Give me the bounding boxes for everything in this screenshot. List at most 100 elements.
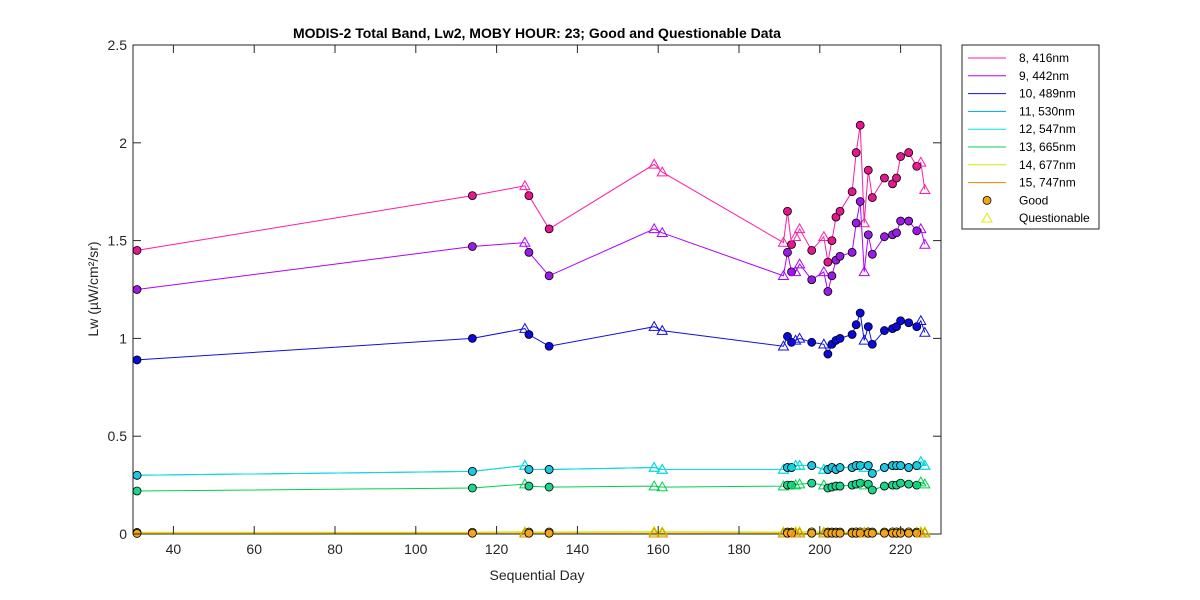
good-point — [867, 193, 877, 202]
questionable-point — [918, 459, 931, 470]
good-point — [867, 339, 877, 349]
good-point — [544, 528, 554, 538]
legend-label: 8, 416nm — [1019, 51, 1069, 65]
y-tick-label: 2.5 — [108, 37, 128, 53]
good-point — [544, 271, 554, 281]
questionable-point — [918, 238, 931, 249]
questionable-point — [793, 258, 806, 269]
legend-label: Questionable — [1019, 211, 1090, 225]
good-point — [807, 478, 817, 488]
good-point — [467, 528, 477, 538]
good-point — [896, 461, 905, 470]
good-point — [787, 240, 796, 249]
good-point — [904, 318, 914, 328]
questionable-point — [789, 230, 802, 241]
good-point — [544, 341, 554, 351]
questionable-point — [777, 269, 790, 281]
questionable-point — [648, 158, 661, 169]
series-layer — [132, 120, 931, 538]
x-tick-label: 160 — [647, 541, 671, 557]
questionable-point — [648, 525, 661, 536]
good-point — [524, 528, 534, 538]
good-point — [835, 481, 845, 491]
legend-questionable-marker — [981, 212, 993, 223]
good-point — [823, 257, 833, 267]
questionable-point — [648, 320, 661, 331]
good-point — [544, 465, 554, 474]
x-tick-label: 120 — [485, 541, 509, 557]
good-point — [132, 486, 142, 496]
good-point — [880, 232, 889, 242]
x-tick-label: 220 — [889, 541, 913, 557]
questionable-point — [817, 230, 830, 241]
legend-label: 13, 665nm — [1019, 140, 1076, 154]
legend-label: 11, 530nm — [1019, 104, 1075, 118]
questionable-point — [648, 480, 661, 491]
questionable-point — [656, 166, 669, 177]
y-axis-ticks: 0 0.5 1 1.5 2 2.5 — [108, 37, 941, 542]
good-point — [524, 330, 534, 339]
questionable-point — [648, 527, 661, 538]
questionable-point — [793, 478, 806, 489]
good-point — [904, 479, 914, 489]
good-point — [863, 230, 873, 240]
x-tick-label: 80 — [327, 541, 343, 557]
good-point — [835, 206, 845, 216]
questionable-point — [777, 340, 790, 351]
questionable-point — [519, 322, 531, 333]
x-tick-label: 140 — [566, 541, 590, 557]
good-point — [467, 467, 477, 476]
questionable-point — [793, 332, 806, 343]
good-point — [544, 224, 554, 234]
questionable-point — [918, 478, 931, 489]
good-point — [827, 271, 837, 281]
good-point — [880, 326, 889, 335]
questionable-point — [789, 334, 802, 345]
questionable-point — [519, 236, 531, 247]
good-point — [827, 236, 837, 246]
questionable-point — [656, 463, 669, 474]
questionable-point — [817, 265, 830, 277]
legend-items: 8, 416nm 9, 442nm 10, 489nm 11, 530nm 12, 54… — [968, 51, 1090, 225]
x-tick-label: 100 — [404, 541, 428, 557]
y-tick-label: 2 — [119, 135, 127, 151]
good-point — [132, 355, 142, 365]
good-point — [524, 465, 534, 474]
x-axis-label: Sequential Day — [490, 567, 585, 583]
good-point — [132, 529, 142, 538]
series-3 — [132, 308, 931, 365]
y-tick-label: 1 — [119, 330, 127, 346]
good-point — [847, 330, 857, 339]
good-point — [863, 322, 873, 332]
good-point — [867, 249, 877, 259]
questionable-point — [918, 183, 931, 194]
good-point — [835, 528, 845, 538]
good-point — [904, 148, 914, 157]
good-point — [132, 285, 142, 294]
good-point — [807, 337, 817, 347]
legend-good-marker — [982, 195, 992, 205]
good-point — [807, 528, 817, 538]
good-point — [835, 333, 845, 343]
questionable-point — [914, 314, 927, 326]
questionable-point — [793, 459, 806, 470]
legend-label: 15, 747nm — [1019, 176, 1076, 190]
good-point — [524, 191, 534, 201]
good-point — [524, 481, 534, 491]
series-6 — [132, 476, 931, 496]
series-8 — [132, 527, 931, 538]
good-point — [880, 463, 889, 472]
good-point — [855, 197, 865, 206]
legend-label: Good — [1019, 193, 1048, 207]
good-point — [835, 251, 845, 261]
good-point — [904, 216, 914, 226]
questionable-point — [519, 179, 531, 191]
good-point — [880, 528, 889, 538]
good-point — [524, 247, 534, 257]
good-point — [880, 173, 889, 183]
good-point — [851, 218, 861, 228]
questionable-point — [793, 527, 806, 538]
good-point — [835, 463, 845, 472]
good-point — [807, 245, 817, 255]
x-tick-label: 40 — [166, 541, 182, 557]
